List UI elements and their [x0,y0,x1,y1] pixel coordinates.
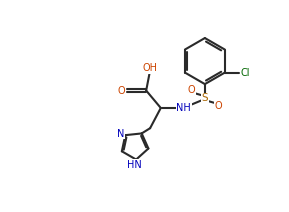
Text: O: O [214,101,222,111]
Text: S: S [201,93,208,103]
Text: HN: HN [127,160,142,170]
Text: Cl: Cl [241,68,250,78]
Text: OH: OH [142,63,157,73]
Text: O: O [188,85,195,95]
Text: O: O [118,86,125,96]
Text: NH: NH [177,103,191,113]
Text: N: N [117,129,125,139]
